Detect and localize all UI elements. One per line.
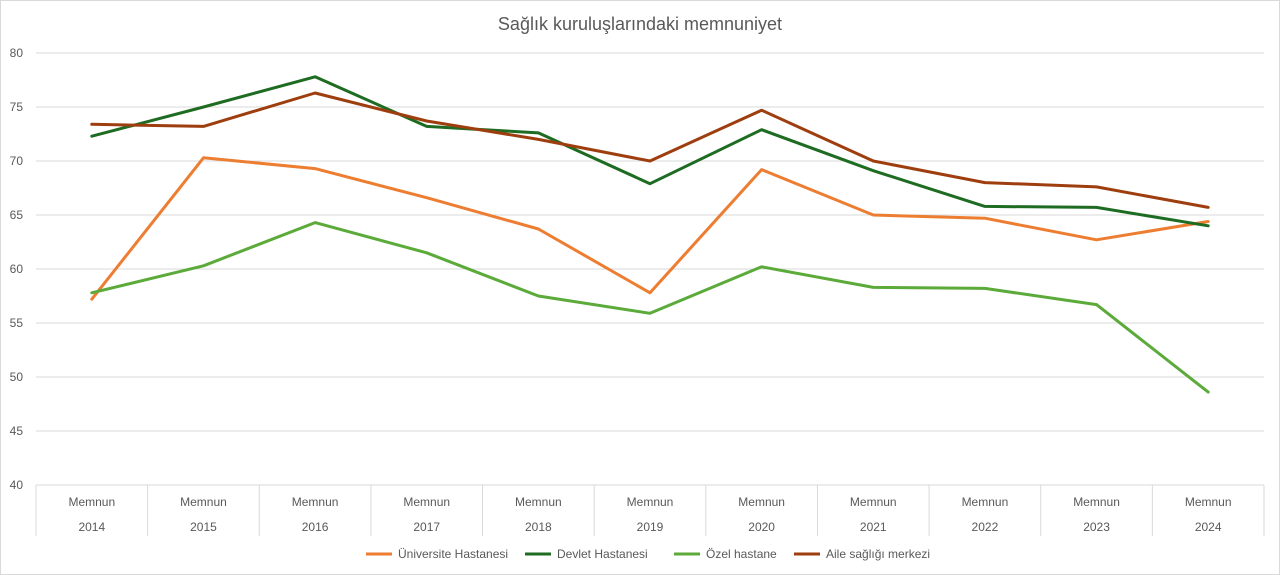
x-tick-year-label: 2018 (525, 520, 552, 534)
x-tick-year-label: 2020 (748, 520, 775, 534)
x-tick-year-label: 2024 (1195, 520, 1222, 534)
x-tick-label: Memnun (68, 495, 115, 509)
y-tick-label: 45 (10, 424, 24, 438)
x-axis: Memnun 2014 Memnun 2015 Memnun 2016 Memnun 2017… (35, 484, 1265, 536)
y-tick-label: 40 (10, 478, 24, 492)
series-line (90, 91, 1210, 209)
x-tick-label: Memnun (627, 495, 674, 509)
x-tick-year-label: 2021 (860, 520, 887, 534)
y-tick-label: 70 (10, 154, 24, 168)
legend-entry: Devlet Hastanesi (557, 547, 648, 561)
x-tick-label: Memnun (1073, 495, 1120, 509)
series-line (90, 156, 1210, 301)
x-tick-label: Memnun (850, 495, 897, 509)
y-tick-label: 55 (10, 316, 24, 330)
legend-entry: Aile sağlığı merkezi (826, 547, 930, 561)
x-tick-label: Memnun (180, 495, 227, 509)
x-tick-label: Memnun (738, 495, 785, 509)
legend-entry: Üniversite Hastanesi (398, 547, 508, 561)
y-tick-label: 65 (10, 208, 24, 222)
x-tick-year-label: 2016 (302, 520, 329, 534)
series-line (90, 221, 1210, 394)
x-tick-label: Memnun (403, 495, 450, 509)
x-tick-label: Memnun (1185, 495, 1232, 509)
x-tick-label: Memnun (962, 495, 1009, 509)
x-tick-label: Memnun (292, 495, 339, 509)
y-axis: 80 75 70 65 60 55 50 45 40 (10, 46, 24, 492)
x-tick-label: Memnun (515, 495, 562, 509)
series-lines (90, 75, 1210, 394)
y-tick-label: 75 (10, 100, 24, 114)
y-tick-label: 80 (10, 46, 24, 60)
y-tick-label: 60 (10, 262, 24, 276)
x-tick-year-label: 2014 (78, 520, 105, 534)
x-tick-year-label: 2015 (190, 520, 217, 534)
x-tick-year-label: 2022 (972, 520, 999, 534)
chart-title: Sağlık kuruluşlarındaki memnuniyet (498, 14, 782, 34)
legend: Üniversite Hastanesi Devlet Hastanesi Özel… (366, 547, 930, 561)
x-tick-year-label: 2023 (1083, 520, 1110, 534)
y-tick-label: 50 (10, 370, 24, 384)
series-line (90, 75, 1210, 228)
x-tick-year-label: 2017 (413, 520, 440, 534)
x-tick-year-label: 2019 (637, 520, 664, 534)
gridlines (36, 52, 1264, 486)
legend-entry: Özel hastane (706, 547, 777, 561)
